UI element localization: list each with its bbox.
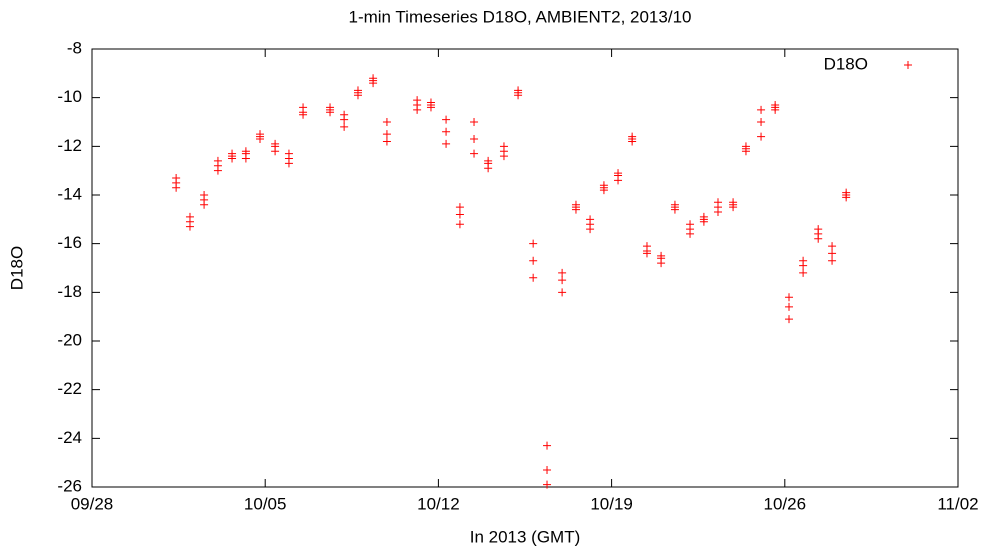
data-point (529, 273, 538, 282)
data-point (785, 315, 794, 324)
chart-title: 1-min Timeseries D18O, AMBIENT2, 2013/10 (349, 7, 692, 26)
data-point (713, 208, 722, 217)
data-point (470, 135, 479, 144)
legend-label: D18O (824, 54, 868, 73)
data-point (499, 152, 508, 161)
y-tick-label: -14 (57, 184, 82, 203)
data-point (470, 118, 479, 126)
data-point (455, 220, 464, 229)
data-point (529, 256, 538, 265)
data-point (686, 229, 695, 238)
data-point (382, 118, 391, 126)
data-point (757, 118, 766, 126)
data-point (771, 105, 780, 114)
data-point (558, 288, 567, 297)
data-point (353, 91, 362, 100)
data-point (442, 115, 451, 124)
x-tick-label: 10/05 (244, 494, 287, 513)
data-point (741, 147, 750, 156)
data-point (558, 268, 567, 277)
x-tick-label: 11/02 (937, 494, 978, 513)
data-point (382, 137, 391, 146)
y-tick-label: -24 (57, 428, 82, 447)
data-point (185, 222, 194, 231)
y-tick-label: -16 (57, 233, 82, 252)
y-tick-label: -12 (57, 136, 82, 155)
data-point (426, 103, 435, 112)
data-point (543, 465, 552, 474)
data-point (842, 193, 851, 202)
data-point (558, 276, 567, 285)
data-point (200, 200, 209, 209)
data-point (614, 176, 623, 185)
data-point (455, 210, 464, 219)
data-point (213, 166, 222, 175)
data-point (271, 147, 280, 156)
data-point (326, 108, 335, 117)
y-tick-label: -8 (67, 38, 82, 57)
x-tick-label: 10/12 (417, 494, 460, 513)
data-point (340, 115, 349, 124)
data-point (470, 149, 479, 158)
data-point (828, 249, 837, 258)
data-point (814, 234, 823, 243)
y-tick-label: -18 (57, 282, 82, 301)
data-point (529, 239, 538, 248)
y-axis-label: D18O (7, 246, 26, 290)
y-tick-label: -20 (57, 330, 82, 349)
data-point (785, 293, 794, 302)
data-point (642, 249, 651, 258)
data-point (543, 480, 552, 489)
data-point (571, 205, 580, 214)
plot-frame (91, 48, 959, 488)
data-point (670, 205, 679, 214)
data-point (442, 139, 451, 148)
x-tick-label: 10/26 (764, 494, 807, 513)
data-point (241, 154, 250, 163)
data-point (785, 302, 794, 311)
data-point (340, 122, 349, 131)
data-point (455, 203, 464, 212)
x-axis-label: In 2013 (GMT) (470, 527, 581, 546)
data-point (729, 203, 738, 212)
x-tick-label: 10/19 (590, 494, 633, 513)
data-point (586, 225, 595, 234)
data-point (284, 159, 293, 168)
data-point (757, 132, 766, 141)
data-point (799, 261, 808, 270)
data-point (299, 110, 308, 119)
data-point (256, 135, 265, 144)
data-point (172, 183, 181, 192)
data-point (228, 154, 237, 163)
y-tick-label: -10 (57, 87, 82, 106)
data-point (543, 441, 552, 450)
data-point (484, 164, 493, 173)
data-point (514, 91, 523, 100)
data-point (599, 186, 608, 195)
data-point (442, 127, 451, 136)
y-tick-label: -26 (57, 476, 82, 495)
data-point (799, 268, 808, 277)
data-point (369, 79, 378, 88)
y-tick-label: -22 (57, 379, 82, 398)
data-point (828, 256, 837, 265)
data-point (757, 105, 766, 114)
legend-marker (904, 61, 912, 69)
x-tick-label: 09/28 (71, 494, 114, 513)
data-point (828, 242, 837, 251)
data-point (382, 130, 391, 139)
data-point (657, 259, 666, 268)
data-point (413, 105, 422, 114)
data-point (628, 137, 637, 146)
data-point (699, 217, 708, 226)
